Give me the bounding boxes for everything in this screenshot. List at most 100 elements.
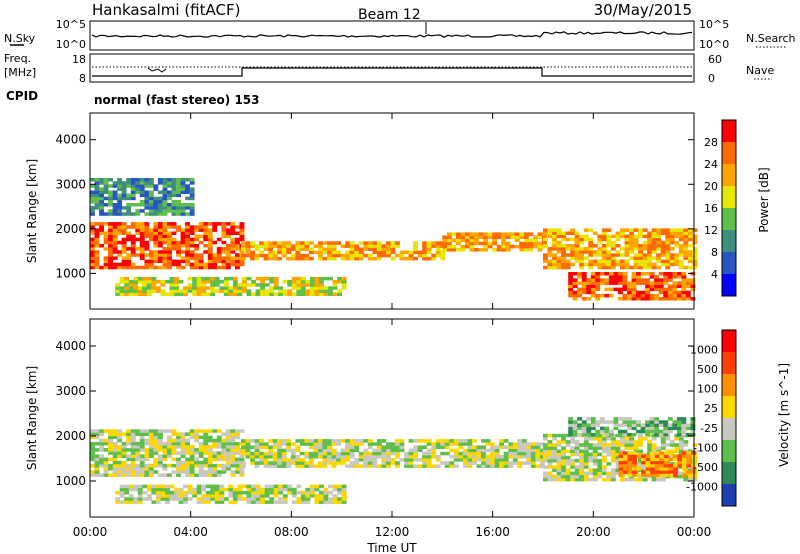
freq-trace — [92, 67, 692, 77]
velocity-cell-335 — [216, 473, 222, 477]
velocity-cell-1645 — [590, 426, 596, 431]
velocity-cell-1324 — [165, 487, 170, 492]
power-cell-1187 — [251, 292, 256, 296]
velocity-cell-662 — [399, 445, 405, 449]
velocity-cell-1399 — [237, 484, 243, 489]
velocity-cell-771 — [476, 458, 482, 462]
velocity-cell-554 — [331, 458, 337, 462]
velocity-cell-40 — [103, 457, 109, 462]
velocity-cell-246 — [180, 445, 186, 449]
velocity-cell-609 — [367, 461, 373, 465]
power-cell-109 — [130, 240, 136, 245]
power-cell-407 — [259, 250, 264, 255]
power-cell-1496 — [94, 178, 100, 182]
velocity-cell-208 — [167, 463, 172, 468]
velocity-cell-1652 — [595, 420, 601, 424]
power-cell-580 — [431, 253, 437, 258]
power-cell-907 — [638, 259, 643, 264]
velocity-cell-1406 — [246, 490, 252, 495]
velocity-cell-881 — [543, 465, 548, 469]
velocity-cell-306 — [203, 441, 209, 446]
power-cell-1343 — [608, 293, 614, 298]
velocity-cell-1679 — [627, 423, 632, 427]
velocity-cell-1311 — [155, 494, 161, 498]
power-cell-298 — [207, 259, 213, 264]
power-cell-1179 — [242, 286, 247, 290]
power-cell-1492 — [94, 190, 100, 194]
velocity-cell-378 — [230, 445, 236, 449]
power-cell-581 — [431, 244, 437, 248]
velocity-cell-1 — [90, 470, 95, 474]
velocity-cell-394 — [235, 432, 240, 436]
power-cell-385 — [239, 225, 245, 229]
power-cell-1628 — [162, 206, 168, 210]
power-cell-976 — [665, 244, 671, 248]
velocity-cell-1164 — [651, 477, 657, 482]
power-cell-82 — [121, 259, 127, 264]
power-cell-1563 — [130, 203, 136, 207]
power-cell-545 — [390, 256, 396, 261]
velocity-cell-1370 — [210, 484, 216, 489]
velocity-cell-93 — [121, 441, 127, 446]
power-cell-1312 — [586, 297, 592, 301]
power-cell-1021 — [683, 231, 689, 235]
power-cell-1310 — [581, 275, 587, 279]
velocity-cell-1303 — [146, 487, 152, 492]
power-cell-785 — [579, 259, 585, 264]
velocity-cell-1337 — [178, 490, 184, 495]
power-cell-1419 — [658, 297, 664, 301]
power-cell-1265 — [323, 286, 329, 290]
power-cell-304 — [207, 240, 213, 245]
velocity-cell-1457 — [291, 487, 297, 492]
power-cell-719 — [547, 234, 553, 239]
power-cell-671 — [514, 244, 520, 249]
velocity-cell-1450 — [282, 484, 288, 489]
power-cell-459 — [304, 244, 310, 248]
velocity-cell-1361 — [205, 500, 211, 504]
power-cell-1372 — [627, 287, 632, 292]
power-cell-1034 — [692, 262, 698, 267]
velocity-cell-401 — [239, 457, 245, 462]
velocity-cell-199 — [162, 463, 168, 468]
velocity-cell-902 — [547, 433, 553, 438]
velocity-cell-280 — [194, 451, 200, 455]
power-cell-1619 — [157, 206, 163, 210]
velocity-cell-222 — [171, 445, 177, 449]
power-cell-7 — [90, 244, 95, 248]
velocity-cell-290 — [198, 460, 204, 465]
power-cell-1217 — [282, 292, 288, 296]
velocity-cell-1085 — [620, 477, 625, 482]
power-cell-1054 — [124, 289, 130, 293]
velocity-cell-1510 — [618, 473, 624, 477]
power-cell-1596 — [144, 181, 150, 185]
power-cell-971 — [665, 259, 671, 264]
power-cell-832 — [601, 244, 607, 248]
power-cell-23 — [94, 234, 100, 239]
power-cell-842 — [606, 250, 612, 254]
velocity-cell-307 — [203, 438, 209, 443]
power-cell-1495 — [94, 181, 100, 185]
power-cell-282 — [198, 234, 204, 239]
power-cell-1278 — [337, 276, 342, 281]
power-cell-833 — [601, 237, 607, 242]
power-cell-435 — [281, 241, 287, 245]
power-cell-1667 — [176, 181, 181, 185]
power-cell-277 — [198, 262, 204, 267]
velocity-cell-1527 — [627, 463, 633, 468]
power-cell-968 — [660, 228, 666, 232]
power-cell-887 — [629, 247, 634, 251]
power-cell-139 — [144, 247, 150, 251]
velocity-cell-529 — [318, 454, 323, 459]
velocity-cell-919 — [556, 465, 562, 469]
power-cell-1621 — [157, 199, 163, 204]
velocity-cell-356 — [221, 432, 227, 436]
power-cell-271 — [194, 244, 200, 248]
power-cell-1094 — [155, 280, 161, 284]
power-cell-1224 — [291, 292, 297, 296]
velocity-cell-1624 — [568, 417, 574, 421]
velocity-cell-1423 — [260, 494, 265, 498]
power-cell-724 — [552, 259, 557, 264]
power-cell-1417 — [654, 278, 660, 282]
velocity-cell-1173 — [651, 433, 657, 438]
velocity-cell-1309 — [155, 500, 161, 504]
